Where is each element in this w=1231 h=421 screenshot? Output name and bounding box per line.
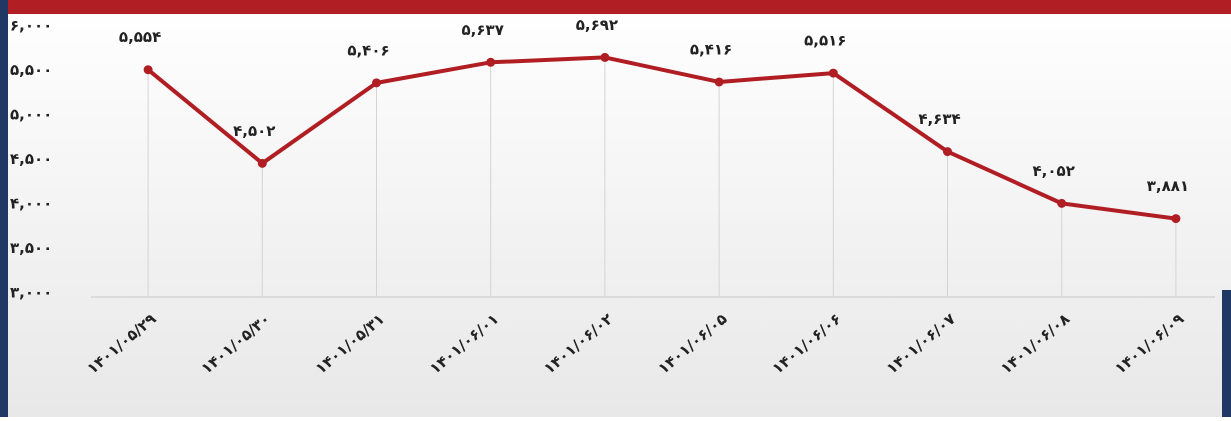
data-point	[1171, 214, 1181, 224]
y-tick-label: ۵,۰۰۰	[10, 106, 52, 124]
data-point	[828, 68, 838, 78]
data-label: ۵,۵۱۶	[804, 32, 846, 50]
y-tick-label: ۳,۰۰۰	[10, 284, 52, 302]
data-label: ۵,۶۹۲	[576, 16, 618, 34]
data-point	[143, 65, 153, 75]
data-label: ۵,۴۱۶	[690, 40, 732, 58]
top-bar	[0, 0, 1231, 14]
data-point	[257, 158, 267, 168]
y-tick-label: ۴,۰۰۰	[10, 195, 52, 213]
data-point	[714, 77, 724, 87]
data-label: ۴,۵۰۲	[233, 122, 275, 140]
y-tick-label: ۴,۵۰۰	[10, 150, 52, 168]
y-tick-label: ۵,۵۰۰	[10, 61, 52, 79]
data-label: ۵,۴۰۶	[347, 41, 389, 59]
data-point	[943, 147, 952, 157]
data-label: ۴,۰۵۲	[1033, 162, 1075, 180]
data-line	[146, 55, 1177, 221]
y-tick-label: ۶,۰۰۰	[10, 17, 52, 35]
data-point	[486, 57, 496, 67]
data-point	[372, 78, 381, 88]
y-tick-label: ۳,۵۰۰	[10, 239, 52, 257]
data-label: ۵,۶۳۷	[462, 21, 504, 39]
data-point	[600, 52, 610, 62]
right-bar	[1222, 290, 1231, 417]
data-label: ۳,۸۸۱	[1147, 177, 1189, 195]
data-label: ۴,۶۳۴	[918, 110, 960, 128]
left-bar	[0, 0, 8, 417]
data-label: ۵,۵۵۴	[119, 28, 161, 46]
data-point	[1057, 198, 1067, 208]
